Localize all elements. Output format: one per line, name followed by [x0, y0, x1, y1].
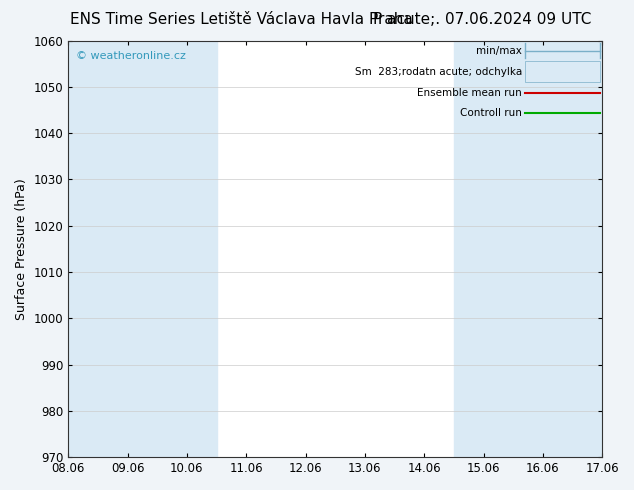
Bar — [573, 41, 632, 457]
Bar — [157, 41, 216, 457]
Text: P acute;. 07.06.2024 09 UTC: P acute;. 07.06.2024 09 UTC — [373, 12, 591, 27]
Text: Sm  283;rodatn acute; odchylka: Sm 283;rodatn acute; odchylka — [355, 67, 522, 77]
Bar — [513, 41, 573, 457]
Bar — [39, 41, 98, 457]
Text: © weatheronline.cz: © weatheronline.cz — [76, 51, 186, 61]
Bar — [454, 41, 513, 457]
Text: min/max: min/max — [476, 46, 522, 56]
Bar — [68, 41, 98, 457]
Text: Ensemble mean run: Ensemble mean run — [417, 88, 522, 98]
Text: Controll run: Controll run — [460, 108, 522, 119]
FancyBboxPatch shape — [525, 61, 600, 82]
Bar — [98, 41, 157, 457]
Y-axis label: Surface Pressure (hPa): Surface Pressure (hPa) — [15, 178, 28, 320]
Text: ENS Time Series Letiště Václava Havla Praha: ENS Time Series Letiště Václava Havla Pr… — [70, 12, 412, 27]
